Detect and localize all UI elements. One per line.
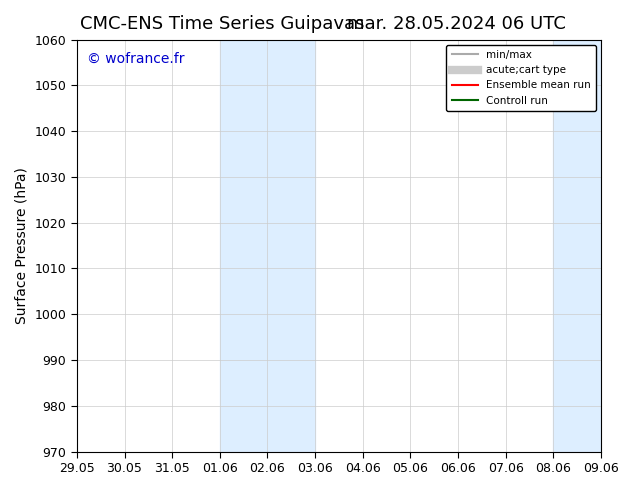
- Legend: min/max, acute;cart type, Ensemble mean run, Controll run: min/max, acute;cart type, Ensemble mean …: [446, 45, 596, 111]
- Bar: [220, 40, 315, 452]
- Y-axis label: Surface Pressure (hPa): Surface Pressure (hPa): [15, 167, 29, 324]
- Text: © wofrance.fr: © wofrance.fr: [87, 52, 185, 66]
- Text: mar. 28.05.2024 06 UTC: mar. 28.05.2024 06 UTC: [347, 15, 566, 33]
- Bar: [553, 40, 601, 452]
- Text: CMC-ENS Time Series Guipavas: CMC-ENS Time Series Guipavas: [80, 15, 364, 33]
